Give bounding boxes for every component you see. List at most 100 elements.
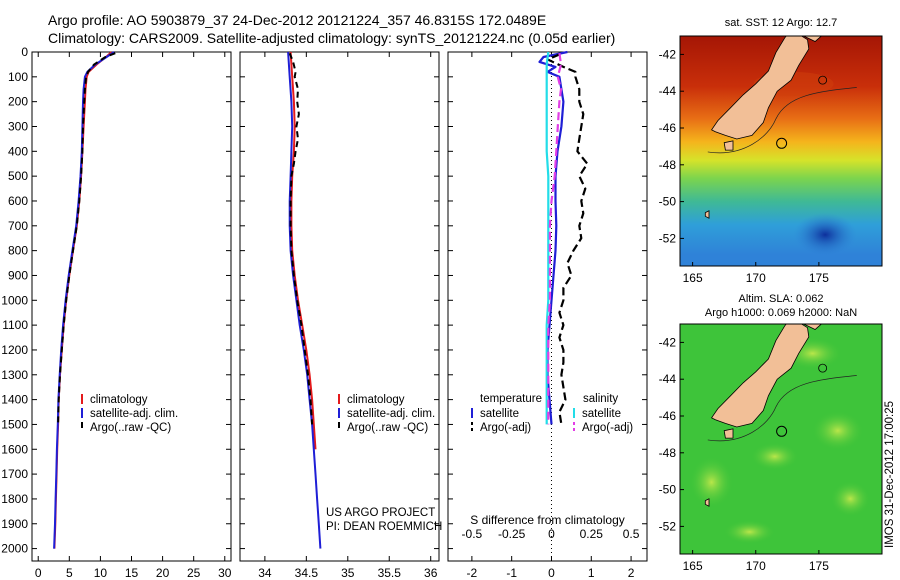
map-x-tick-label: 165 bbox=[683, 271, 703, 285]
x-tick-label: -1 bbox=[506, 566, 517, 580]
legend-label: climatology bbox=[90, 394, 148, 406]
y-tick-label: 2000 bbox=[1, 542, 28, 556]
map-frame-sla_map bbox=[679, 323, 883, 555]
map-y-tick-label: -52 bbox=[659, 231, 677, 245]
x2-axis-label: S difference from climatology bbox=[470, 513, 625, 527]
map-body-sst_map bbox=[680, 36, 882, 266]
x-tick-label: 25 bbox=[187, 566, 201, 580]
map-x-tick-label: 165 bbox=[683, 559, 703, 573]
land-auckland-islands bbox=[704, 210, 710, 219]
x2-tick-label: 0 bbox=[548, 527, 555, 541]
series-line-temperature-argorawqc bbox=[57, 52, 116, 425]
argo-float-marker bbox=[776, 425, 788, 437]
panel-frame-temperature bbox=[31, 51, 232, 562]
legend-title-salinity: salinity bbox=[583, 393, 618, 405]
map-sla_map: 165 170 175 -42 -44 -46 -48 -50 -52 Altim. SLA: 0… bbox=[659, 293, 883, 573]
series-line-diff-salinity-satellite bbox=[545, 51, 550, 425]
map-y-tick-label: -48 bbox=[659, 158, 677, 172]
y-tick-label: 1400 bbox=[1, 393, 28, 407]
legend-label: Argo(-adj) bbox=[480, 422, 531, 434]
y-tick-label: 1800 bbox=[1, 492, 28, 506]
y-tick-label: 100 bbox=[8, 70, 28, 84]
x2-tick-label: -0.25 bbox=[498, 527, 526, 541]
y-tick-label: 1700 bbox=[1, 467, 28, 481]
annotation-project: US ARGO PROJECT bbox=[326, 507, 435, 519]
x-tick-label: 35 bbox=[341, 566, 355, 580]
land-north-island bbox=[790, 324, 822, 330]
x-tick-label: 20 bbox=[156, 566, 170, 580]
series-line-salinity-climatology bbox=[289, 51, 317, 450]
map-subtitle-sla_map: Argo h1000: 0.069 h2000: NaN bbox=[705, 307, 857, 319]
map-y-tick-label: -44 bbox=[659, 84, 677, 98]
map-y-tick-label: -44 bbox=[659, 372, 677, 386]
bathymetry-contour bbox=[707, 87, 857, 154]
map-sst_map: 165 170 175 -42 -44 -46 -48 -50 -52 sat. SST: 12 … bbox=[659, 17, 883, 285]
map-body-sla_map bbox=[680, 324, 882, 554]
x-tick-label: 15 bbox=[125, 566, 139, 580]
map-y-tick-label: -52 bbox=[659, 519, 677, 533]
y-tick-label: 1900 bbox=[1, 517, 28, 531]
x-tick-label: 0 bbox=[35, 566, 42, 580]
map-y-tick-label: -42 bbox=[659, 47, 677, 61]
bathymetry-contour bbox=[707, 375, 857, 442]
x-tick-label: 1 bbox=[588, 566, 595, 580]
series-line-salinity-satelliteadjclim bbox=[287, 51, 322, 549]
annotation-pi: PI: DEAN ROEMMICH bbox=[326, 521, 442, 533]
sst-cold-patch bbox=[793, 212, 858, 257]
y-tick-label: 1600 bbox=[1, 442, 28, 456]
x-tick-label: -2 bbox=[467, 566, 478, 580]
series-line-salinity-argorawqc bbox=[288, 52, 314, 425]
y-tick-label: 900 bbox=[8, 268, 28, 282]
argo-float-marker bbox=[776, 137, 788, 149]
legend-label: Argo(..raw -QC) bbox=[90, 422, 171, 434]
y-tick-label: 1100 bbox=[2, 318, 28, 332]
series-line-diff-temperature-argoadj bbox=[546, 53, 589, 425]
land-stewart-island bbox=[723, 140, 734, 151]
x-tick-label: 5 bbox=[66, 566, 73, 580]
legend-label: climatology bbox=[347, 394, 405, 406]
x2-tick-label: -0.5 bbox=[462, 527, 483, 541]
legend-label: Argo(-adj) bbox=[582, 422, 633, 434]
map-y-tick-label: -46 bbox=[659, 409, 677, 423]
series-line-diff-salinity-argoadj bbox=[547, 53, 563, 425]
sla-anomaly-patch bbox=[830, 480, 871, 517]
map-y-tick-label: -50 bbox=[659, 483, 677, 497]
sla-anomaly-patch bbox=[723, 519, 776, 544]
land-north-island bbox=[790, 36, 822, 42]
map-y-tick-label: -46 bbox=[659, 121, 677, 135]
panel-temperature: 0 5 10 15 20 25 300100200300400500600700800900… bbox=[1, 45, 231, 580]
y-tick-label: 0 bbox=[21, 45, 28, 59]
x-tick-label: 2 bbox=[628, 566, 635, 580]
map-title-sst_map: sat. SST: 12 Argo: 12.7 bbox=[725, 17, 838, 29]
side-caption: IMOS 31-Dec-2012 17:00:25 bbox=[884, 401, 896, 548]
x-tick-label: 30 bbox=[218, 566, 232, 580]
legend-label: satellite bbox=[582, 408, 621, 420]
x2-tick-label: 0.5 bbox=[623, 527, 640, 541]
sla-anomaly-patch bbox=[689, 456, 734, 509]
map-y-tick-label: -42 bbox=[659, 335, 677, 349]
legend-title-temperature: temperature bbox=[480, 393, 542, 405]
figure-title-line2: Climatology: CARS2009. Satellite-adjuste… bbox=[48, 30, 616, 46]
y-tick-label: 400 bbox=[8, 144, 28, 158]
sla-anomaly-patch bbox=[811, 410, 864, 451]
land-south-island bbox=[711, 324, 810, 428]
legend-label: Argo(..raw -QC) bbox=[347, 422, 428, 434]
y-tick-label: 1300 bbox=[1, 368, 28, 382]
land-south-island bbox=[711, 36, 810, 140]
panel-frame-salinity bbox=[239, 51, 440, 562]
map-frame-sst_map bbox=[679, 35, 883, 267]
y-tick-label: 300 bbox=[8, 119, 28, 133]
y-tick-label: 1200 bbox=[1, 343, 28, 357]
y-tick-label: 200 bbox=[8, 95, 28, 109]
map-x-tick-label: 175 bbox=[809, 271, 829, 285]
chatham-rise-marker bbox=[818, 75, 828, 85]
x-tick-label: 36 bbox=[424, 566, 438, 580]
panel-salinity: 3434.53535.536salinityclimatologysatelli… bbox=[239, 51, 442, 580]
map-y-tick-label: -48 bbox=[659, 446, 677, 460]
map-x-tick-label: 170 bbox=[746, 271, 766, 285]
y-tick-label: 800 bbox=[8, 244, 28, 258]
map-x-tick-label: 175 bbox=[809, 559, 829, 573]
x-tick-label: 0 bbox=[548, 566, 555, 580]
panel-differences: -2-1012T difference from climatology-0.5… bbox=[447, 50, 648, 580]
